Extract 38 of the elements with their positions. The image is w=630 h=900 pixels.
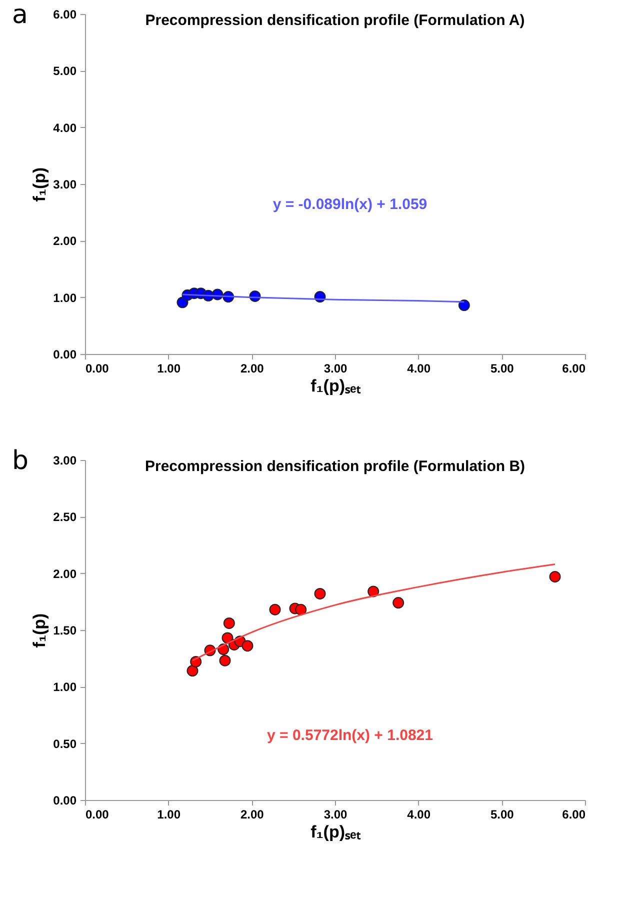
x-axis-title: f₁(p)ₛₑₜ (310, 376, 362, 396)
annotation: y = -0.089ln(x) + 1.059 (272, 196, 428, 213)
y-tick-label: 0.00 (53, 794, 77, 808)
x-tick-label: 1.00 (157, 362, 181, 376)
chart-title: Precompression densification profile (Formulation A) (145, 12, 525, 29)
y-tick-label: 2.50 (53, 510, 77, 524)
x-tick-label: 2.00 (240, 362, 264, 376)
y-tick-label: 6.00 (53, 8, 77, 22)
y-tick-label: 1.00 (53, 290, 77, 305)
x-tick-label: 6.00 (562, 808, 586, 822)
y-tick-label: 0.50 (53, 736, 77, 751)
y-tick-label: 1.00 (53, 680, 77, 694)
x-tick-label: 4.00 (407, 362, 431, 376)
x-tick-label: 6.00 (562, 362, 586, 376)
y-tick-label: 2.00 (53, 566, 77, 581)
x-tick-label: 0.00 (86, 362, 110, 376)
x-tick-label: 4.00 (407, 808, 431, 822)
x-tick-label: 1.00 (157, 808, 181, 822)
x-tick-label: 5.00 (490, 808, 514, 822)
y-tick-label: 3.00 (53, 454, 77, 468)
x-tick-label: 5.00 (490, 362, 514, 376)
y-tick-label: 3.00 (53, 178, 77, 192)
y-tick-label: 0.00 (53, 348, 77, 362)
x-tick-label: 3.00 (324, 808, 348, 822)
y-axis-title: f₁(p) (30, 167, 50, 202)
text: a (12, 0, 28, 30)
x-tick-label: 3.00 (324, 362, 348, 376)
y-axis-title: f₁(p) (30, 613, 50, 648)
text: b (12, 446, 29, 476)
x-tick-label: 2.00 (240, 808, 264, 822)
y-tick-label: 1.50 (53, 624, 77, 638)
y-tick-label: 4.00 (53, 120, 77, 135)
y-tick-label: 2.00 (53, 234, 77, 248)
x-tick-label: 0.00 (86, 808, 110, 822)
annotation: y = 0.5772ln(x) + 1.0821 (267, 727, 433, 744)
x-axis-title: f₁(p)ₛₑₜ (310, 822, 362, 842)
chart-title: Precompression densification profile (Formulation B) (144, 458, 526, 475)
y-tick-label: 5.00 (53, 64, 77, 78)
